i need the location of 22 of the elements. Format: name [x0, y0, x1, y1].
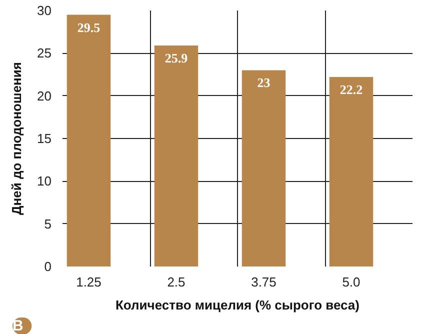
- y-tick-label: 20: [37, 88, 52, 104]
- bar: [66, 14, 111, 266]
- x-tick-label: 3.75: [251, 274, 276, 290]
- bar: [329, 77, 374, 266]
- x-tick-label: 2.5: [167, 274, 186, 290]
- data-label: 25.9: [164, 50, 188, 66]
- data-label: 29.5: [77, 20, 101, 35]
- y-tick-label: 30: [37, 3, 52, 18]
- x-axis-title: Количество мицелия (% сырого веса): [116, 298, 360, 312]
- x-tick-label: 5.0: [342, 274, 360, 290]
- y-tick-label: 5: [44, 216, 52, 232]
- y-tick-label: 15: [37, 131, 52, 146]
- y-tick-label: 25: [37, 46, 52, 61]
- y-axis-title: Дней до плодоношения: [9, 62, 24, 215]
- x-tick-label: 1.25: [76, 274, 102, 290]
- bar: [154, 45, 198, 266]
- y-tick-label: 0: [44, 259, 52, 274]
- y-tick-label: 10: [37, 174, 52, 189]
- data-label: 22.2: [340, 82, 363, 98]
- bar: [242, 70, 286, 266]
- data-label: 23: [257, 75, 271, 90]
- text: B: [12, 318, 24, 334]
